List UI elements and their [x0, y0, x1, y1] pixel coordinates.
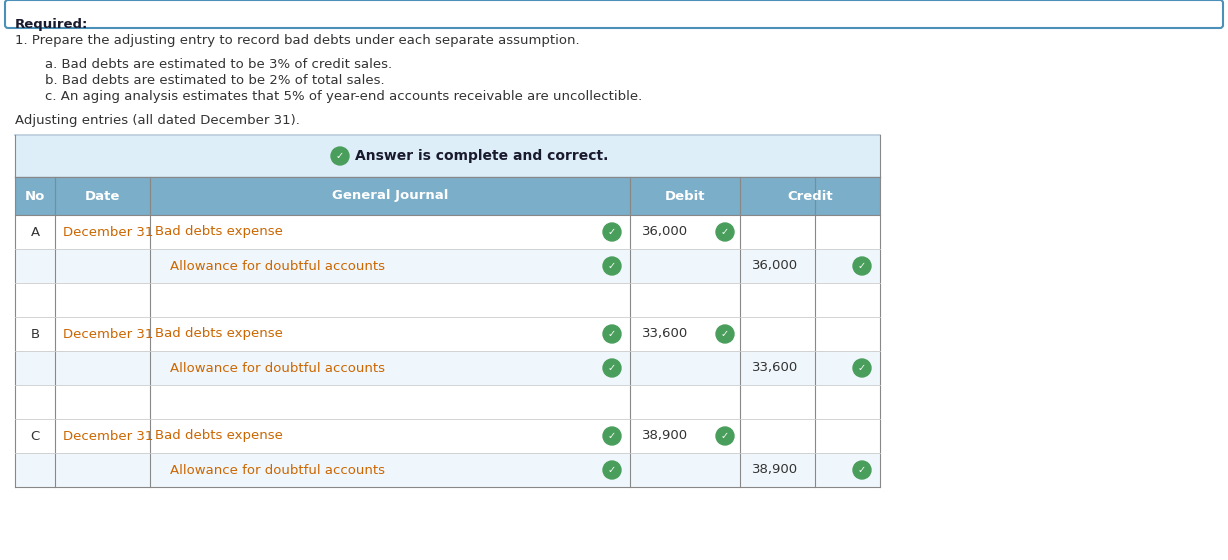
Text: Bad debts expense: Bad debts expense [155, 430, 282, 442]
Text: 1. Prepare the adjusting entry to record bad debts under each separate assumptio: 1. Prepare the adjusting entry to record… [15, 34, 580, 47]
Text: Date: Date [85, 189, 120, 203]
FancyBboxPatch shape [15, 177, 880, 215]
FancyBboxPatch shape [15, 283, 880, 317]
Text: ✓: ✓ [858, 465, 866, 475]
Text: ✓: ✓ [336, 151, 344, 161]
Text: Allowance for doubtful accounts: Allowance for doubtful accounts [169, 464, 386, 477]
Text: ✓: ✓ [721, 329, 729, 339]
Text: December 31: December 31 [63, 328, 154, 340]
Text: ✓: ✓ [608, 329, 616, 339]
Text: C: C [31, 430, 39, 442]
Ellipse shape [716, 427, 734, 445]
Text: ✓: ✓ [858, 261, 866, 271]
FancyBboxPatch shape [15, 135, 880, 177]
Text: Bad debts expense: Bad debts expense [155, 328, 282, 340]
Text: December 31: December 31 [63, 430, 154, 442]
Text: 38,900: 38,900 [752, 464, 798, 477]
Ellipse shape [603, 461, 621, 479]
Text: No: No [25, 189, 45, 203]
Text: ✓: ✓ [721, 227, 729, 237]
Text: Required:: Required: [15, 18, 88, 31]
Ellipse shape [853, 257, 871, 275]
Ellipse shape [603, 257, 621, 275]
Ellipse shape [603, 359, 621, 377]
Text: B: B [31, 328, 39, 340]
Ellipse shape [603, 223, 621, 241]
Text: b. Bad debts are estimated to be 2% of total sales.: b. Bad debts are estimated to be 2% of t… [45, 74, 384, 87]
Text: ✓: ✓ [858, 363, 866, 373]
Text: ✓: ✓ [608, 261, 616, 271]
FancyBboxPatch shape [15, 351, 880, 385]
Text: Allowance for doubtful accounts: Allowance for doubtful accounts [169, 259, 386, 273]
Text: 36,000: 36,000 [642, 226, 688, 239]
Ellipse shape [716, 223, 734, 241]
Ellipse shape [853, 461, 871, 479]
Text: c. An aging analysis estimates that 5% of year-end accounts receivable are uncol: c. An aging analysis estimates that 5% o… [45, 90, 642, 103]
FancyBboxPatch shape [15, 385, 880, 419]
Text: a. Bad debts are estimated to be 3% of credit sales.: a. Bad debts are estimated to be 3% of c… [45, 58, 392, 71]
Text: Adjusting entries (all dated December 31).: Adjusting entries (all dated December 31… [15, 114, 300, 127]
Ellipse shape [716, 325, 734, 343]
Text: 36,000: 36,000 [752, 259, 798, 273]
Text: A: A [31, 226, 39, 239]
Text: 33,600: 33,600 [642, 328, 688, 340]
Text: Allowance for doubtful accounts: Allowance for doubtful accounts [169, 362, 386, 375]
Text: Debit: Debit [664, 189, 705, 203]
Ellipse shape [332, 147, 349, 165]
FancyBboxPatch shape [15, 419, 880, 453]
FancyBboxPatch shape [5, 0, 1223, 28]
Text: December 31: December 31 [63, 226, 154, 239]
Text: ✓: ✓ [608, 431, 616, 441]
FancyBboxPatch shape [15, 249, 880, 283]
Ellipse shape [853, 359, 871, 377]
Text: Credit: Credit [787, 189, 833, 203]
Ellipse shape [603, 427, 621, 445]
Text: General Journal: General Journal [332, 189, 448, 203]
Text: Bad debts expense: Bad debts expense [155, 226, 282, 239]
Text: 38,900: 38,900 [642, 430, 688, 442]
Text: 33,600: 33,600 [752, 362, 798, 375]
Ellipse shape [603, 325, 621, 343]
Text: ✓: ✓ [608, 465, 616, 475]
FancyBboxPatch shape [15, 215, 880, 249]
Text: Answer is complete and correct.: Answer is complete and correct. [355, 149, 608, 163]
FancyBboxPatch shape [15, 317, 880, 351]
Text: ✓: ✓ [608, 363, 616, 373]
Text: ✓: ✓ [721, 431, 729, 441]
Text: ✓: ✓ [608, 227, 616, 237]
FancyBboxPatch shape [15, 453, 880, 487]
